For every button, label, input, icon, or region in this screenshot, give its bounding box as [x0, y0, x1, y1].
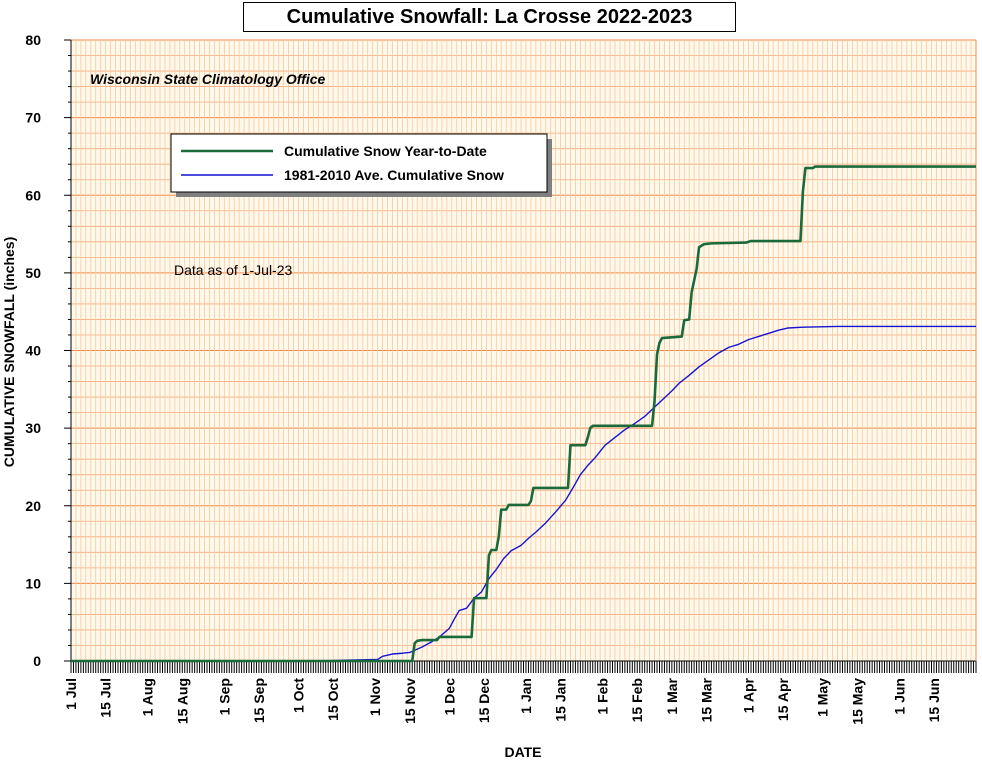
chart-subtitle: Wisconsin State Climatology Office: [90, 71, 326, 87]
legend: Cumulative Snow Year-to-Date 1981-2010 Av…: [170, 133, 552, 197]
x-tick-label: 15 May: [849, 678, 865, 725]
x-tick-label: 15 Jul: [98, 678, 114, 718]
x-tick-label: 15 Nov: [402, 678, 418, 724]
y-axis-label: CUMULATIVE SNOWFALL (inches): [1, 237, 17, 467]
y-tick-label: 10: [25, 575, 41, 591]
x-tick-label: 1 Jan: [518, 678, 534, 714]
series-layer: [71, 165, 976, 663]
x-tick-label: 1 Jul: [63, 678, 79, 710]
legend-box: [170, 133, 548, 193]
y-tick-label: 30: [25, 420, 41, 436]
x-tick-label: 1 Mar: [664, 677, 680, 714]
x-tick-label: 1 Oct: [290, 678, 306, 713]
x-tick-label: 1 Jun: [891, 678, 907, 715]
data-date-note: Data as of 1-Jul-23: [174, 262, 292, 278]
x-tick-label: 1 Nov: [367, 678, 383, 716]
x-tick-label: 1 Dec: [441, 678, 457, 716]
x-tick-label: 1 May: [815, 678, 831, 717]
x-tick-label: 15 Apr: [775, 677, 791, 721]
y-tick-label: 60: [25, 187, 41, 203]
grid-lines: [70, 39, 977, 662]
x-tick-label: 1 Feb: [595, 678, 611, 715]
x-tick-label: 15 Sep: [251, 678, 267, 723]
x-tick-label: 1 Apr: [741, 677, 757, 713]
x-tick-label: 1 Sep: [216, 678, 232, 715]
x-tick-label: 15 Mar: [698, 677, 714, 722]
y-tick-label: 40: [25, 343, 41, 359]
y-tick-label: 80: [25, 32, 41, 48]
x-tick-label: 15 Dec: [476, 678, 492, 723]
x-tick-label: 1 Aug: [140, 678, 156, 716]
y-tick-label: 0: [33, 653, 41, 669]
y-tick-label: 70: [25, 110, 41, 126]
y-tick-label: 20: [25, 498, 41, 514]
x-tick-label: 15 Aug: [174, 678, 190, 724]
series-line-ytd: [71, 165, 976, 663]
series-line-average: [71, 325, 976, 662]
x-axis-label: DATE: [504, 744, 541, 760]
x-tick-label: 15 Jan: [553, 678, 569, 722]
legend-label: Cumulative Snow Year-to-Date: [284, 143, 487, 159]
y-tick-label: 50: [25, 265, 41, 281]
x-tick-label: 15 Jun: [926, 678, 942, 722]
chart-title: Cumulative Snowfall: La Crosse 2022-2023: [243, 2, 736, 32]
legend-label: 1981-2010 Ave. Cumulative Snow: [284, 167, 504, 183]
axes: 0 10 20 30 40 50 60 70 80 1 Jul 15 Jul 1 Aug 15 Aug 1…: [25, 32, 977, 725]
x-tick-label: 15 Feb: [629, 678, 645, 722]
x-tick-label: 15 Oct: [325, 678, 341, 721]
